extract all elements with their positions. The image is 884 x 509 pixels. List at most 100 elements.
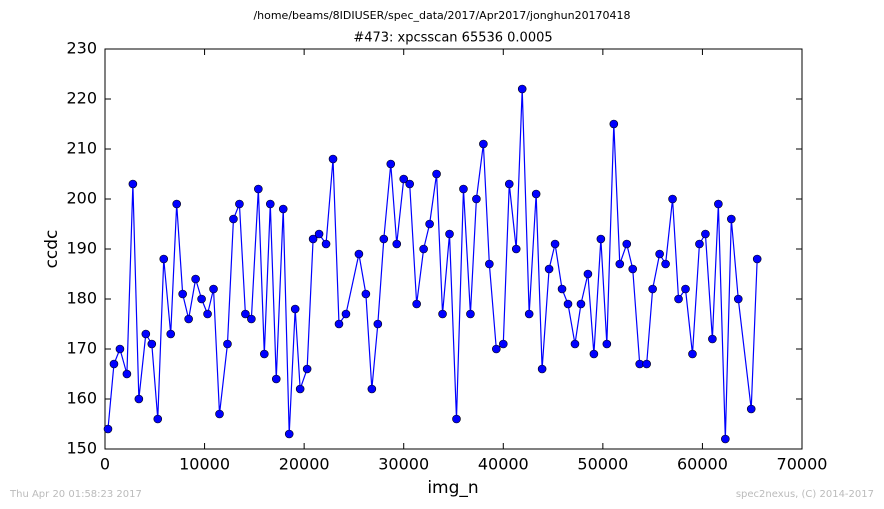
data-point — [550, 239, 560, 249]
data-point — [445, 229, 454, 239]
data-point — [254, 184, 263, 194]
x-tick-label: 0 — [100, 455, 110, 474]
data-point — [432, 169, 441, 179]
data-point — [197, 294, 206, 304]
data-point — [229, 214, 238, 224]
data-point — [178, 289, 187, 299]
x-tick-label: 70000 — [777, 455, 828, 474]
data-point — [295, 384, 305, 394]
data-point — [153, 414, 163, 424]
data-point — [628, 264, 638, 274]
data-point — [241, 309, 250, 319]
x-tick-label: 30000 — [378, 455, 429, 474]
data-point — [609, 119, 619, 129]
data-point — [655, 249, 664, 259]
data-point — [209, 284, 218, 294]
data-point — [235, 199, 244, 209]
data-point — [537, 364, 547, 374]
data-point — [721, 434, 730, 444]
data-point — [531, 189, 541, 199]
data-point — [328, 154, 338, 164]
x-tick-label: 20000 — [279, 455, 330, 474]
data-point — [308, 234, 318, 244]
data-point — [184, 314, 193, 324]
x-axis-label: img_n — [427, 478, 478, 498]
data-point — [334, 319, 344, 329]
y-tick-label: 170 — [66, 339, 97, 358]
data-point — [419, 244, 428, 254]
footer-left: Thu Apr 20 01:58:23 2017 — [9, 489, 142, 500]
data-point — [166, 329, 176, 339]
data-point — [492, 344, 501, 354]
data-point — [570, 339, 580, 349]
data-point — [425, 219, 434, 229]
data-point — [141, 329, 151, 339]
data-point — [479, 139, 488, 149]
data-point — [498, 339, 508, 349]
data-point — [147, 339, 157, 349]
data-point — [648, 284, 657, 294]
x-tick-label: 50000 — [577, 455, 628, 474]
data-point — [615, 259, 625, 269]
data-point — [265, 199, 275, 209]
x-tick-label: 10000 — [179, 455, 230, 474]
data-point — [701, 229, 710, 239]
data-point — [557, 284, 567, 294]
data-point — [103, 424, 113, 434]
data-point — [271, 374, 281, 384]
data-point — [354, 249, 364, 259]
x-tick-label: 60000 — [677, 455, 728, 474]
data-point — [511, 244, 521, 254]
data-point — [128, 179, 138, 189]
data-point — [392, 239, 402, 249]
data-point — [223, 339, 232, 349]
data-point — [472, 194, 481, 204]
data-point — [563, 299, 573, 309]
data-point — [727, 214, 736, 224]
y-tick-label: 210 — [66, 139, 97, 158]
data-point — [399, 174, 409, 184]
y-tick-label: 160 — [66, 389, 97, 408]
y-tick-label: 180 — [66, 289, 97, 308]
data-point — [412, 299, 421, 309]
data-point — [122, 369, 132, 379]
data-point — [115, 344, 125, 354]
data-point — [203, 309, 212, 319]
data-point — [452, 414, 461, 424]
data-point — [583, 269, 593, 279]
data-point — [674, 294, 683, 304]
data-point — [714, 199, 723, 209]
data-point — [247, 314, 256, 324]
data-point — [642, 359, 651, 369]
data-point — [290, 304, 300, 314]
data-point — [438, 309, 447, 319]
data-point — [159, 254, 169, 264]
data-point — [576, 299, 586, 309]
data-point — [661, 259, 670, 269]
data-point — [302, 364, 312, 374]
y-tick-label: 200 — [66, 189, 97, 208]
data-point — [367, 384, 377, 394]
data-point — [278, 204, 288, 214]
data-line — [107, 88, 758, 440]
data-point — [314, 229, 324, 239]
data-point — [134, 394, 144, 404]
data-point — [386, 159, 396, 169]
data-point — [341, 309, 351, 319]
data-point — [284, 429, 294, 439]
data-point — [589, 349, 599, 359]
data-point — [109, 359, 119, 369]
data-point — [361, 289, 371, 299]
data-point — [524, 309, 534, 319]
data-point — [260, 349, 269, 359]
y-axis-label: ccdc — [42, 230, 62, 269]
footer-right: spec2nexus, (C) 2014-2017 — [736, 489, 874, 500]
data-point — [688, 349, 697, 359]
data-point — [544, 264, 554, 274]
data-point — [752, 254, 762, 264]
data-point — [602, 339, 612, 349]
data-point — [668, 194, 677, 204]
data-point — [172, 199, 181, 209]
data-point — [695, 239, 704, 249]
